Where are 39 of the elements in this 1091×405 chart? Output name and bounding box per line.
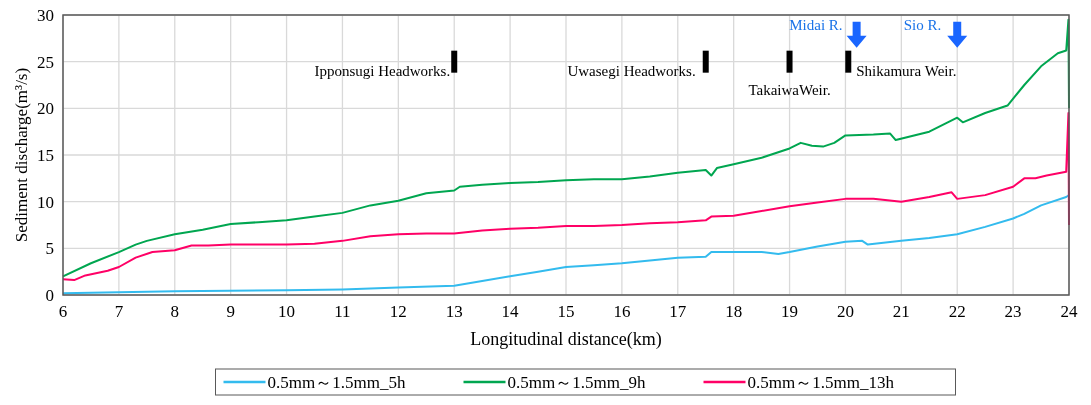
- y-tick-label: 10: [37, 192, 54, 212]
- annotation: TakaiwaWeir.: [748, 81, 831, 98]
- x-tick-label: 10: [278, 302, 296, 321]
- x-tick-label: 23: [1004, 302, 1022, 321]
- x-axis-title: Longitudinal distance(km): [470, 329, 662, 350]
- y-tick-label: 20: [37, 99, 54, 119]
- x-tick-label: 11: [334, 302, 351, 321]
- x-tick-label: 13: [445, 302, 463, 321]
- x-tick-label: 14: [501, 302, 520, 321]
- x-tick-label: 22: [948, 302, 966, 321]
- x-tick-label: 15: [557, 302, 575, 321]
- y-tick-label: 25: [37, 52, 54, 72]
- x-tick-label: 8: [170, 302, 180, 321]
- annotation: Shikamura Weir.: [856, 62, 957, 79]
- y-axis-title: Sediment discharge(m³/s): [12, 67, 31, 243]
- x-tick-label: 17: [669, 302, 687, 321]
- x-tick-label: 9: [226, 302, 235, 321]
- line-series: [62, 18, 1070, 278]
- x-tick-label: 12: [389, 302, 407, 321]
- legend-label: 0.5mm～1.5mm_5h: [267, 373, 406, 392]
- line-series: [62, 112, 1070, 282]
- y-tick-label: 30: [37, 6, 54, 25]
- x-tick-label: 24: [1060, 302, 1078, 321]
- x-tick-label: 16: [613, 302, 631, 321]
- legend-label: 0.5mm～1.5mm_9h: [507, 373, 646, 392]
- annotation: Sio R.: [903, 16, 942, 33]
- legend-label: 0.5mm～1.5mm_13h: [747, 373, 895, 392]
- y-tick-label: 5: [45, 239, 54, 259]
- x-tick-label: 6: [58, 302, 68, 321]
- x-tick-label: 20: [836, 302, 854, 321]
- x-tick-label: 21: [892, 302, 910, 321]
- x-tick-label: 19: [781, 302, 799, 321]
- annotation: Ipponsugi Headworks.: [314, 62, 451, 79]
- x-tick-label: 7: [114, 302, 124, 321]
- annotation: Uwasegi Headworks.: [567, 62, 696, 79]
- y-tick-label: 15: [37, 146, 54, 165]
- x-tick-label: 18: [725, 302, 743, 321]
- annotation: Midai R.: [789, 16, 843, 33]
- y-tick-label: 0: [45, 286, 54, 305]
